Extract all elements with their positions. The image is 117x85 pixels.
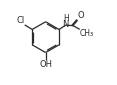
Text: H: H: [63, 14, 69, 23]
Text: OH: OH: [39, 60, 52, 69]
Text: CH₃: CH₃: [79, 29, 94, 38]
Text: Cl: Cl: [17, 16, 25, 25]
Text: O: O: [78, 11, 84, 20]
Text: N: N: [63, 20, 69, 29]
